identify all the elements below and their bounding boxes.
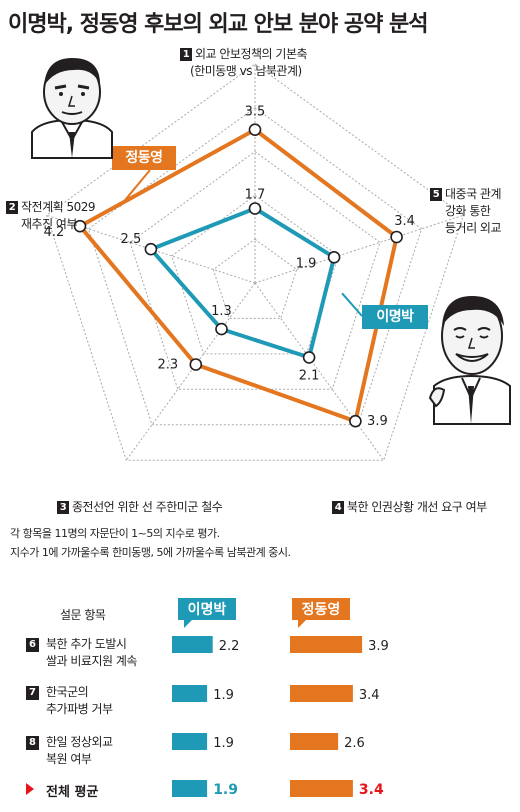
- methodology-notes: 각 항목을 11명의 자문단이 1~5의 지수로 평가. 지수가 1에 가까울수…: [10, 524, 291, 562]
- bar-value-label-lee: 1.9: [213, 736, 234, 751]
- radar-series-line-lee: [148, 206, 337, 360]
- axis-number-3: 3: [57, 501, 69, 514]
- bar-chung: [290, 685, 353, 702]
- question-number-8: 8: [26, 736, 39, 750]
- bar-header-pointer-lee: [184, 620, 192, 628]
- bar-value-label-chung: 3.4: [359, 782, 384, 798]
- radar-value-label-lee: 1.3: [211, 304, 232, 319]
- radar-series-line-chung: [78, 127, 399, 424]
- bar-value-label-lee: 1.9: [213, 688, 234, 703]
- question-label-8: 한일 정상외교 복원 여부: [46, 735, 113, 766]
- bar-chung: [290, 636, 363, 653]
- radar-value-label-chung: 4.2: [44, 225, 65, 240]
- radar-value-label-chung: 3.5: [245, 105, 266, 120]
- radar-grid: [46, 63, 464, 461]
- bar-chart: 이명박 정동영 2.2 1.9 1.9 1.9 3.9 3.4 2.6 3.4: [172, 598, 389, 798]
- axis-number-4: 4: [332, 501, 344, 514]
- radar-series: 3.5 3.4 3.9 2.3 4.2 1.7 1.9 2.1 1.3 2.5: [44, 105, 415, 430]
- bar-value-label-chung: 2.6: [344, 736, 365, 751]
- bar-header-tag-chung: [292, 598, 350, 620]
- radar-spoke: [125, 282, 256, 461]
- bar-header-tag-lee: [178, 598, 236, 620]
- bar-value-label-lee: 1.9: [213, 782, 238, 798]
- radar-point-chung: [349, 414, 362, 428]
- radar-point-lee: [248, 202, 262, 215]
- page-title: 이명박, 정동영 후보의 외교 안보 분야 공약 분석: [8, 12, 429, 37]
- radar-point-lee: [302, 351, 316, 364]
- question-label-7: 한국군의 추가파병 거부: [46, 685, 113, 716]
- radar-value-label-lee: 1.7: [245, 188, 266, 203]
- bar-value-label-chung: 3.9: [368, 639, 389, 654]
- radar-value-label-chung: 3.9: [367, 414, 388, 429]
- question-number-6: 6: [26, 638, 39, 652]
- bar-value-label-chung: 3.4: [359, 688, 380, 703]
- bar-chung: [290, 780, 353, 797]
- leader-line-lee: [341, 292, 363, 317]
- axis-label-4: 4 북한 인권상황 개선 요구 여부: [332, 499, 487, 516]
- candidate-caricature-chung: [31, 58, 113, 159]
- radar-point-chung: [189, 358, 203, 371]
- average-label: 전체 평균: [46, 785, 99, 800]
- question-label-6: 북한 추가 도발시 쌀과 비료지원 계속: [46, 637, 137, 668]
- radar-point-chung: [390, 230, 403, 244]
- bar-series: 이명박 정동영 2.2 1.9 1.9 1.9 3.9 3.4 2.6 3.4: [172, 598, 389, 798]
- radar-point-lee: [215, 322, 228, 336]
- bar-lee: [172, 636, 213, 653]
- note-line: 각 항목을 11명의 자문단이 1~5의 지수로 평가.: [10, 527, 220, 540]
- bar-chung: [290, 733, 339, 750]
- survey-header: 설문 항목: [60, 608, 106, 622]
- axis-label-2: 2 작전계획 5029 재추진 여부: [6, 199, 96, 233]
- axis-number-2: 2: [6, 201, 18, 214]
- radar-value-label-chung: 2.3: [157, 358, 178, 373]
- radar-grid-ring: [171, 194, 339, 355]
- note-line: 지수가 1에 가까울수록 한미동맹, 5에 가까울수록 남북관계 중시.: [10, 546, 291, 559]
- bar-lee: [172, 733, 208, 750]
- axis-number-5: 5: [430, 188, 442, 201]
- average-marker-icon: [26, 783, 34, 795]
- candidate-caricature-lee: [428, 296, 511, 425]
- radar-point-chung: [73, 219, 87, 233]
- bar-header-label-lee: 이명박: [188, 601, 227, 618]
- radar-spoke: [254, 282, 385, 461]
- radar-point-chung: [248, 123, 262, 136]
- axis-label-1: 1 외교 안보정책의 기본축 (한미동맹 vs 남북관계): [180, 46, 308, 80]
- axis-label-5: 5 대중국 관계 강화 통한 등거리 외교: [430, 186, 502, 237]
- bar-header-label-chung: 정동영: [302, 601, 341, 618]
- axis-number-1: 1: [180, 48, 192, 61]
- radar-leaders: [119, 169, 363, 317]
- bar-value-label-lee: 2.2: [219, 639, 240, 654]
- bar-lee: [172, 780, 208, 797]
- leader-line-chung: [119, 169, 151, 207]
- radar-value-label-lee: 2.5: [121, 232, 142, 247]
- radar-grid-ring: [129, 150, 381, 390]
- radar-chart: 3.5 3.4 3.9 2.3 4.2 1.7 1.9 2.1 1.3 2.5: [44, 63, 464, 461]
- bar-header-pointer-chung: [298, 620, 306, 628]
- candidate-tag-chung: 정동영: [112, 146, 176, 170]
- bar-lee: [172, 685, 208, 702]
- question-number-7: 7: [26, 686, 39, 700]
- candidate-tag-lee: 이명박: [362, 305, 428, 329]
- radar-point-lee: [144, 242, 158, 256]
- radar-value-label-chung: 3.4: [394, 214, 415, 229]
- axis-label-3: 3 종전선언 위한 선 주한미군 철수: [57, 499, 223, 516]
- radar-grid-ring: [212, 238, 298, 319]
- radar-point-lee: [327, 250, 341, 264]
- radar-spoke: [254, 214, 464, 284]
- radar-grid-ring: [46, 63, 464, 461]
- radar-value-label-lee: 2.1: [299, 368, 320, 383]
- radar-value-label-lee: 1.9: [296, 256, 317, 271]
